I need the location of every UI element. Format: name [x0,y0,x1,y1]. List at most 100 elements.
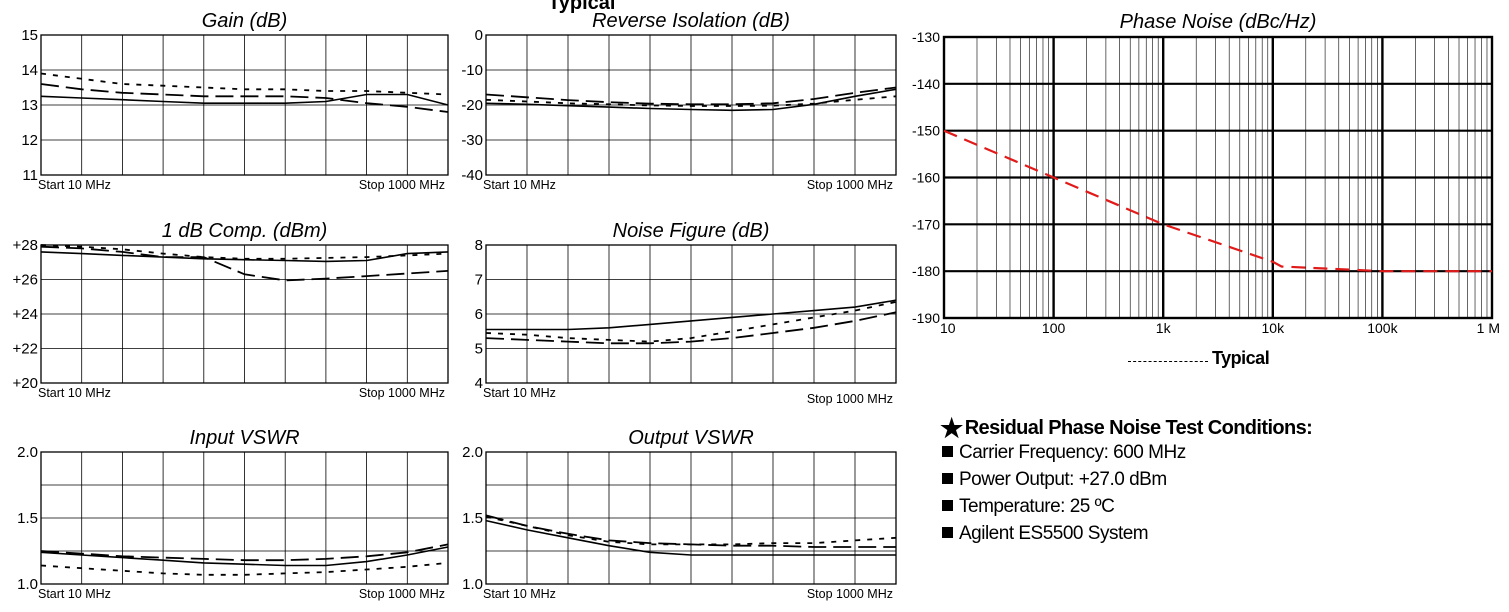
y-tick-label: 14 [21,62,38,79]
x-tick-label: 100k [1367,320,1398,336]
y-tick-label: 5 [475,341,483,358]
condition-item: Temperature: 25 ºC [942,496,1115,518]
star-icon: ★ [940,413,963,443]
condition-text: Agilent ES5500 System [959,523,1149,544]
condition-item: Power Output: +27.0 dBm [942,469,1167,491]
y-tick-label: -20 [461,97,483,114]
y-tick-label: 4 [475,375,483,392]
phase-noise-legend: Typical [1128,348,1270,369]
header-fragment: Typical [548,0,616,14]
y-tick-label: 7 [475,272,483,289]
series-line-solid [485,519,896,556]
conditions-title: ★ Residual Phase Noise Test Conditions: [940,413,1313,444]
condition-text: Temperature: 25 ºC [959,496,1115,517]
x-stop-label: Stop 1000 MHz [359,386,445,400]
series-line-long-dash [40,543,449,562]
chart-output-vswr: Output VSWR 1.0 1.5 2.0 Start 10 MHz Stop 100… [462,427,897,601]
bullet-square-icon [942,473,953,484]
series-line-dot [485,515,897,546]
y-tick-label: -190 [912,310,940,326]
series-line-long-dash [485,86,897,106]
x-start-label: Start 10 MHz [38,587,111,601]
chart-noise-figure: Noise Figure (dB) 4 5 6 7 8 Start 10 MHz Stop 1… [475,220,897,406]
chart-title: Noise Figure (dB) [613,220,770,242]
y-tick-label: -180 [912,263,940,279]
y-tick-label: -170 [912,216,940,232]
x-tick-label: 1k [1156,320,1172,336]
x-stop-label: Stop 1000 MHz [359,587,445,601]
y-tick-label: -10 [461,62,483,79]
y-tick-label: 11 [22,167,38,184]
chart-title: Input VSWR [189,427,299,449]
x-stop-label: Stop 1000 MHz [807,392,893,406]
y-tick-label: +22 [13,341,38,358]
x-tick-label: 1 M [1477,320,1500,336]
x-tick-label: 10 [940,320,956,336]
series-line-solid [485,88,897,112]
chart-title: 1 dB Comp. (dBm) [162,220,328,242]
y-tick-label: 15 [21,27,38,44]
y-tick-label: +28 [13,237,38,254]
y-tick-label: 8 [475,237,483,254]
series-line-long-dash [40,83,449,113]
x-tick-label: 10k [1262,320,1286,336]
bullet-square-icon [942,527,953,538]
series-line-dot [40,562,449,576]
y-tick-label: -130 [912,29,940,45]
chart-title: Reverse Isolation (dB) [592,10,790,32]
x-stop-label: Stop 1000 MHz [359,178,445,192]
series-line-dot [40,72,449,96]
x-tick-label: 100 [1042,320,1066,336]
series-line-solid [486,299,897,331]
series-line-long-dash [40,245,449,282]
series-line-solid [40,93,449,106]
x-start-label: Start 10 MHz [483,587,556,601]
y-tick-label: 13 [21,97,38,114]
y-tick-label: 1.0 [462,576,483,593]
y-tick-label: +20 [13,375,38,392]
chart-phase-noise: Phase Noise (dBc/Hz) -190 -180 -170 -160 -150… [912,11,1500,336]
chart-title: Output VSWR [628,427,754,449]
condition-item: Carrier Frequency: 600 MHz [942,442,1186,464]
condition-text: Carrier Frequency: 600 MHz [959,442,1186,463]
chart-title: Phase Noise (dBc/Hz) [1120,11,1317,33]
y-tick-label: 1.0 [17,576,38,593]
chart-input-vswr: Input VSWR 1.0 1.5 2.0 Start 10 MHz Stop 1000… [17,427,449,601]
y-tick-label: -140 [912,76,940,92]
y-tick-label: +24 [13,306,38,323]
chart-title: Gain (dB) [202,10,288,32]
y-tick-label: -160 [912,170,940,186]
series-line-dot [40,244,449,260]
bullet-square-icon [942,446,953,457]
y-tick-label: 2.0 [17,444,38,461]
condition-item: Agilent ES5500 System [942,523,1149,545]
condition-text: Power Output: +27.0 dBm [959,469,1167,490]
series-line-solid [40,251,449,263]
x-start-label: Start 10 MHz [38,386,111,400]
x-start-label: Start 10 MHz [483,386,556,400]
phase-noise-series-line [943,129,1492,273]
y-tick-label: 1.5 [17,510,38,527]
x-stop-label: Stop 1000 MHz [807,178,893,192]
y-tick-label: +26 [13,272,38,289]
series-line-dot [485,95,897,107]
y-tick-label: 6 [475,306,483,323]
y-tick-label: 12 [21,132,38,149]
chart-comp: 1 dB Comp. (dBm) +20 +22 +24 +26 +28 Start 10 … [13,220,449,400]
legend-line [1128,361,1208,362]
x-stop-label: Stop 1000 MHz [807,587,893,601]
y-tick-label: 0 [475,27,483,44]
series-line-dot [485,301,897,343]
plot-frame [942,35,1494,320]
series-line-long-dash [485,311,897,345]
y-tick-label: -30 [461,132,483,149]
chart-gain: Gain (dB) 11 12 13 14 15 Start 10 MHz Stop 1000… [21,10,449,192]
y-tick-label: 2.0 [462,444,483,461]
y-tick-label: -150 [912,123,940,139]
series-line-solid [40,546,449,567]
chart-reverse-isolation: Reverse Isolation (dB) -40 -30 -20 -10 0 Start… [461,10,897,192]
legend-label: Typical [1212,348,1270,368]
y-tick-label: -40 [461,167,483,184]
x-start-label: Start 10 MHz [483,178,556,192]
